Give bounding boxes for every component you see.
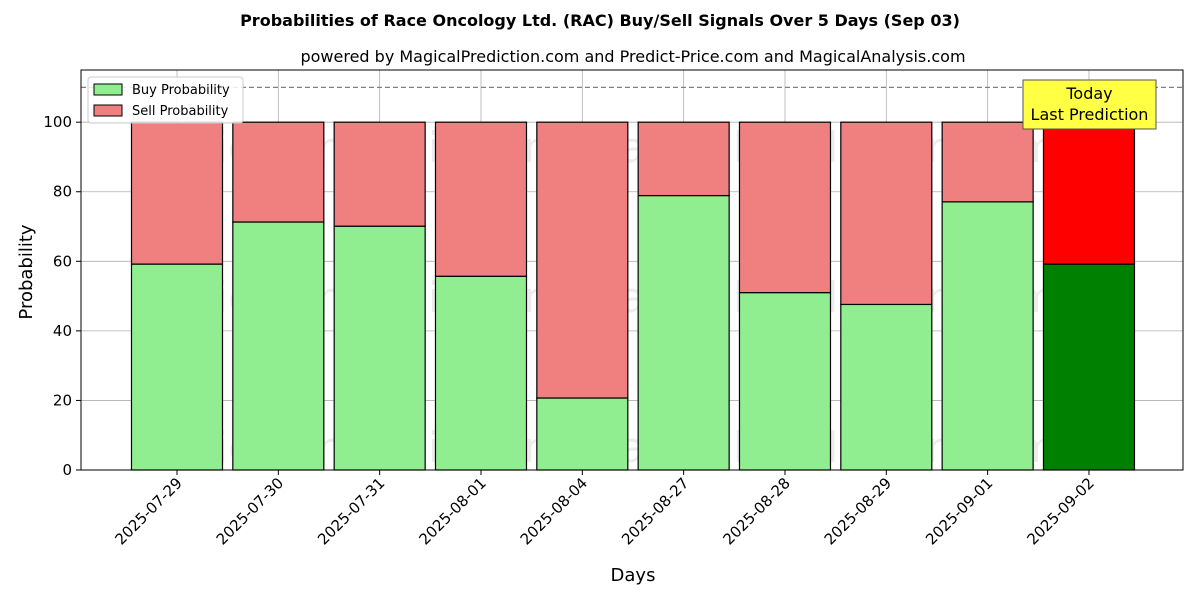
y-tick-label: 20 [53, 391, 72, 409]
bar-buy-probability [130, 263, 224, 471]
bar-sell-probability [536, 121, 629, 399]
bar-buy-probability [434, 275, 528, 471]
bar-sell-probability [1042, 121, 1136, 265]
y-tick-label: 80 [53, 183, 72, 201]
x-tick-label: 2025-08-28 [719, 474, 793, 548]
x-tick-label: 2025-08-04 [517, 474, 591, 548]
bar-sell-probability [130, 121, 224, 265]
today-annotation-text: Today [1065, 84, 1112, 103]
bar-sell-probability [840, 121, 933, 306]
legend-box [87, 76, 244, 124]
legend-entry: Sell Probability [132, 104, 229, 119]
bar-buy-probability [840, 303, 933, 471]
bar-sell-probability [232, 121, 325, 223]
bar-sell-probability [434, 121, 528, 277]
x-tick-label: 2025-08-01 [415, 474, 489, 548]
legend-swatch [93, 104, 123, 117]
y-tick-label: 40 [53, 322, 72, 340]
x-tick-label: 2025-09-02 [1023, 474, 1097, 548]
x-tick-label: 2025-08-29 [821, 474, 895, 548]
x-tick-label: 2025-07-31 [314, 474, 388, 548]
legend-entry: Buy Probability [132, 83, 230, 98]
bar-buy-probability [333, 225, 426, 471]
y-tick-label: 100 [43, 113, 72, 131]
y-axis-label: Probability [16, 224, 37, 319]
x-axis-label: Days [611, 565, 656, 586]
bar-buy-probability [232, 221, 325, 471]
bar-sell-probability [637, 121, 730, 197]
bar-buy-probability [941, 201, 1034, 471]
today-annotation-box [1022, 79, 1157, 130]
chart-subtitle: powered by MagicalPrediction.com and Pre… [300, 47, 965, 66]
x-tick-label: 2025-09-01 [922, 474, 996, 548]
bar-sell-probability [333, 121, 426, 227]
today-annotation-text: Last Prediction [1031, 105, 1149, 124]
bar-buy-probability [637, 194, 730, 471]
y-tick-label: 60 [53, 252, 72, 270]
bar-sell-probability [738, 121, 832, 294]
x-tick-label: 2025-08-27 [618, 474, 692, 548]
bar-sell-probability [941, 121, 1034, 203]
plot-frame [80, 69, 1184, 471]
legend-swatch [93, 83, 123, 96]
x-tick-label: 2025-07-29 [111, 474, 185, 548]
bar-buy-probability [536, 397, 629, 471]
chart-title: Probabilities of Race Oncology Ltd. (RAC… [240, 11, 960, 30]
y-tick-label: 0 [62, 461, 72, 479]
plot-area: MagicalAnalysis.comMagicalPrediction.com… [43, 69, 1184, 548]
bar-buy-probability [1042, 263, 1136, 471]
x-tick-label: 2025-07-30 [213, 474, 287, 548]
bar-buy-probability [738, 292, 832, 471]
